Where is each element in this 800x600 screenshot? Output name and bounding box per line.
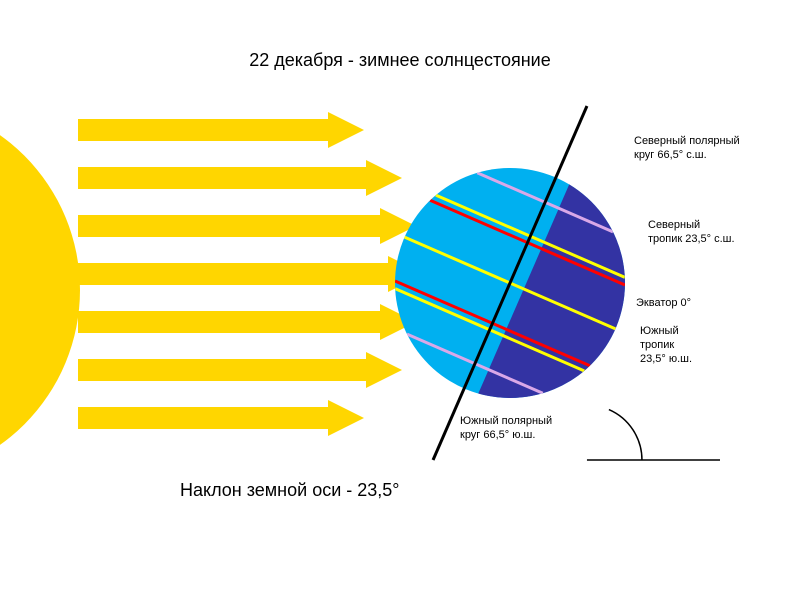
arctic_label: Северный полярныйкруг 66,5° с.ш. — [634, 134, 740, 162]
tilt_label: Наклон земной оси - 23,5° — [180, 480, 399, 501]
antarctic_label-line: Южный полярный — [460, 414, 552, 428]
tropic_s_label-line: Южный — [640, 324, 692, 338]
arctic_label-line: Северный полярный — [634, 134, 740, 148]
antarctic_label-line: круг 66,5° ю.ш. — [460, 428, 552, 442]
tropic_s_label-line: тропик — [640, 338, 692, 352]
antarctic_label: Южный полярныйкруг 66,5° ю.ш. — [460, 414, 552, 442]
sun-ray — [78, 208, 416, 244]
equator_label-line: Экватор 0° — [636, 296, 691, 310]
sun-ray — [78, 352, 402, 388]
arctic_label-line: круг 66,5° с.ш. — [634, 148, 740, 162]
sun-ray — [78, 160, 402, 196]
sun-ray — [78, 304, 416, 340]
tropic_s_label: Южныйтропик23,5° ю.ш. — [640, 324, 692, 366]
tropic_s_label-line: 23,5° ю.ш. — [640, 352, 692, 366]
tropic_n_label-line: тропик 23,5° с.ш. — [648, 232, 735, 246]
tropic_n_label-line: Северный — [648, 218, 735, 232]
angle-arc — [609, 410, 642, 460]
tilt_label-line: Наклон земной оси - 23,5° — [180, 480, 399, 501]
sun — [0, 100, 80, 480]
equator_label: Экватор 0° — [636, 296, 691, 310]
sun-ray — [78, 256, 424, 292]
earth-group — [369, 106, 781, 488]
sun-ray — [78, 112, 364, 148]
tropic_n_label: Северныйтропик 23,5° с.ш. — [648, 218, 735, 246]
sun-ray — [78, 400, 364, 436]
